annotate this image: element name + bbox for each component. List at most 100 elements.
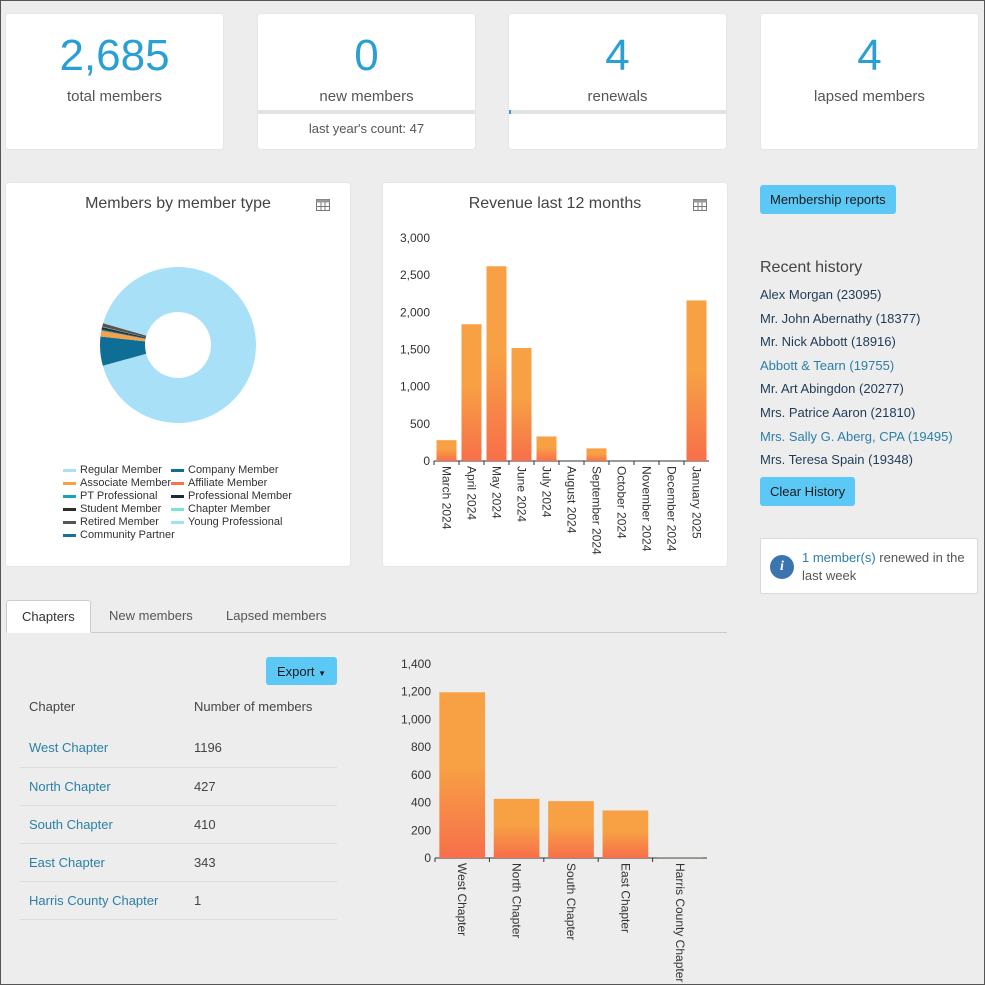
legend-item[interactable]: Young Professional — [171, 516, 282, 529]
revenue-bar-chart: 0 500 1,000 1,500 2,000 2,500 3,000 March 2024 A… — [400, 231, 709, 555]
bar[interactable] — [586, 448, 607, 461]
bar[interactable] — [439, 692, 486, 858]
table-row: East Chapter 343 — [20, 843, 337, 882]
history-link[interactable]: Mrs. Patrice Aaron (21810) — [760, 404, 916, 420]
info-notification: i 1 member(s) renewed in the last week — [760, 538, 978, 594]
legend-swatch — [171, 468, 184, 472]
table-row: West Chapter 1196 — [20, 729, 337, 768]
bar[interactable] — [511, 348, 532, 461]
tab-new-members[interactable]: New members — [109, 608, 193, 623]
pie-slice[interactable] — [101, 329, 146, 339]
chapter-cell: Harris County Chapter — [20, 881, 185, 920]
pie-slice[interactable] — [102, 267, 257, 423]
x-tick-label: June 2024 — [515, 466, 529, 522]
chapter-link[interactable]: Harris County Chapter — [29, 892, 159, 908]
info-icon: i — [770, 555, 794, 579]
history-link[interactable]: Abbott & Tearn (19755) — [760, 357, 895, 373]
pie-slice[interactable] — [102, 323, 147, 338]
legend-item[interactable]: Professional Member — [171, 490, 292, 503]
history-link[interactable]: Alex Morgan (23095) — [760, 287, 882, 302]
pie-slice[interactable] — [99, 336, 147, 366]
pie-slice[interactable] — [101, 330, 146, 340]
legend-label: Retired Member — [80, 516, 159, 528]
renewed-members-link[interactable]: 1 member(s) — [802, 550, 876, 565]
x-tick-label: May 2024 — [490, 466, 504, 519]
x-tick-label: November 2024 — [640, 466, 654, 552]
table-view-icon[interactable] — [693, 199, 707, 211]
legend-label: Community Partner — [80, 529, 175, 541]
chapter-link[interactable]: South Chapter — [29, 816, 113, 832]
history-item: Mrs. Teresa Spain (19348) — [760, 452, 953, 476]
tab-lapsed-members[interactable]: Lapsed members — [226, 608, 327, 623]
member-count-cell: 410 — [184, 805, 337, 844]
y-tick-label: 2,500 — [400, 268, 430, 282]
x-tick-label: April 2024 — [465, 466, 479, 520]
history-link[interactable]: Mrs. Teresa Spain (19348) — [760, 452, 913, 468]
y-tick-label: 1,400 — [401, 657, 431, 671]
legend-item[interactable]: Retired Member — [63, 516, 159, 529]
legend-item[interactable]: Associate Member — [63, 477, 171, 490]
history-link[interactable]: Mr. John Abernathy (18377) — [760, 310, 921, 326]
table-row: North Chapter 427 — [20, 767, 337, 806]
membership-reports-button[interactable]: Membership reports — [760, 185, 896, 214]
bar[interactable] — [686, 300, 707, 461]
clear-history-button[interactable]: Clear History — [760, 477, 856, 506]
legend-item[interactable]: Regular Member — [63, 464, 162, 477]
chapter-link[interactable]: North Chapter — [29, 778, 111, 794]
bar[interactable] — [461, 324, 482, 461]
y-tick-label: 400 — [411, 796, 431, 810]
legend-item[interactable]: Affiliate Member — [171, 477, 267, 490]
donut-chart — [99, 267, 257, 423]
x-tick-label: Harris County Chapter — [673, 863, 687, 982]
history-item: Mr. Art Abingdon (20277) — [760, 381, 953, 405]
pie-slice[interactable] — [101, 326, 146, 339]
legend-item[interactable]: Company Member — [171, 464, 278, 477]
table-view-icon[interactable] — [316, 199, 330, 211]
table-row: Harris County Chapter 1 — [20, 881, 337, 920]
y-tick-label: 3,000 — [400, 231, 430, 245]
member-count-cell: 1 — [184, 881, 337, 920]
history-link[interactable]: Mr. Nick Abbott (18916) — [760, 334, 896, 350]
legend-item[interactable]: Community Partner — [63, 529, 175, 542]
legend-item[interactable]: Student Member — [63, 503, 161, 516]
legend-swatch — [63, 468, 76, 472]
legend-swatch — [171, 494, 184, 498]
stat-label: total members — [66, 88, 163, 106]
bar[interactable] — [536, 436, 557, 461]
pie-slice[interactable] — [101, 329, 146, 339]
stat-label: renewals — [587, 88, 648, 106]
bar[interactable] — [436, 440, 457, 461]
legend-item[interactable]: PT Professional — [63, 490, 157, 503]
chapter-link[interactable]: East Chapter — [29, 854, 105, 870]
legend-swatch — [171, 507, 184, 511]
x-tick-label: January 2025 — [690, 466, 704, 539]
bar[interactable] — [548, 801, 594, 858]
bar[interactable] — [493, 798, 540, 858]
export-button[interactable]: Export ▼ — [266, 657, 337, 685]
legend-label: Company Member — [188, 464, 279, 476]
legend-label: Professional Member — [188, 490, 292, 502]
member-count-cell: 1196 — [184, 729, 337, 768]
legend-label: Chapter Member — [188, 503, 271, 515]
recent-history-title: Recent history — [760, 259, 863, 276]
stat-label: new members — [319, 88, 414, 106]
chapter-link[interactable]: West Chapter — [29, 740, 109, 756]
history-link[interactable]: Mr. Art Abingdon (20277) — [760, 381, 904, 397]
member-count-cell: 343 — [184, 843, 337, 882]
y-tick-label: 500 — [410, 417, 430, 431]
info-message: renewed in the last week — [802, 550, 965, 583]
chapter-cell: East Chapter — [20, 843, 185, 882]
progress-bar — [509, 110, 726, 114]
stat-value: 2,685 — [59, 31, 170, 80]
pie-slice[interactable] — [100, 331, 146, 342]
y-tick-label: 0 — [423, 454, 430, 468]
chart-title: Revenue last 12 months — [468, 195, 642, 212]
chapter-cell: West Chapter — [20, 729, 185, 768]
history-link[interactable]: Mrs. Sally G. Aberg, CPA (19495) — [760, 428, 953, 444]
x-tick-label: North Chapter — [510, 863, 524, 938]
legend-item[interactable]: Chapter Member — [171, 503, 271, 516]
bar[interactable] — [602, 810, 649, 858]
bar[interactable] — [486, 266, 507, 461]
tab-chapters[interactable]: Chapters — [6, 600, 91, 633]
pie-slice[interactable] — [102, 326, 146, 338]
